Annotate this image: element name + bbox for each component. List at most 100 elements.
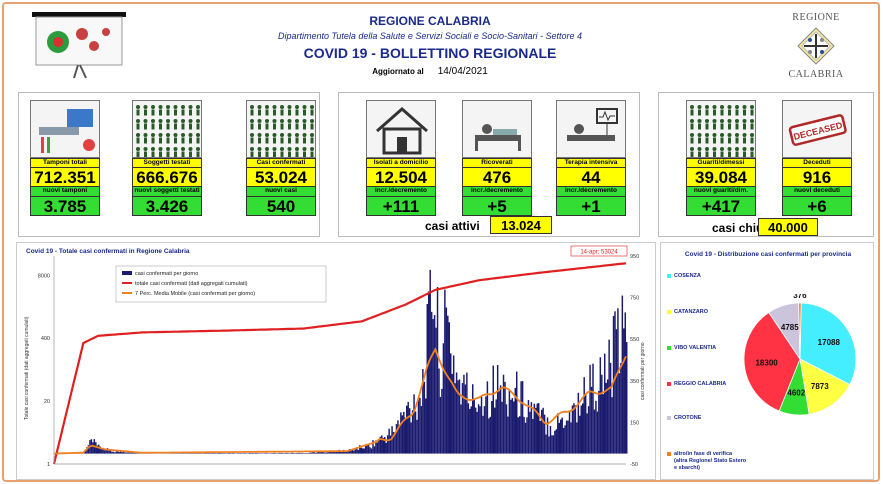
daily-case-bar [345, 450, 348, 454]
daily-case-bar [429, 269, 431, 454]
daily-case-bar [310, 452, 313, 454]
daily-case-bar [521, 381, 524, 454]
daily-case-bar [527, 400, 530, 454]
pie-chart-title: Covid 19 - Distribuzione casi confermati… [684, 251, 852, 258]
pie-slice [799, 302, 857, 386]
stat-label: Isolati a domicilio [366, 158, 436, 167]
pie-legend-item: CATANZARO [667, 309, 747, 316]
stat-soggetti: Soggetti testati 666.676 nuovi soggetti … [132, 100, 202, 216]
stat-value: 712.351 [30, 167, 100, 187]
left-axis-tick: 1 [47, 462, 50, 468]
daily-case-bar [526, 417, 528, 454]
daily-case-bar [599, 357, 602, 454]
daily-case-bar [496, 365, 499, 454]
daily-case-bar [445, 307, 448, 454]
daily-case-bar [529, 411, 531, 454]
daily-case-bar [369, 447, 371, 454]
province-pie-chart: 17088 7873 4602 18300 4785 376 [743, 294, 857, 416]
recovered-person-icon [686, 100, 756, 158]
daily-case-bar [272, 453, 274, 454]
daily-case-bar [554, 430, 556, 454]
stat-value: 666.676 [132, 167, 202, 187]
daily-case-bar [290, 453, 292, 454]
daily-case-bar [312, 452, 314, 454]
daily-case-bar [391, 426, 393, 454]
daily-case-bar [504, 381, 506, 454]
daily-case-bar [208, 452, 210, 454]
stat-label: Tamponi totali [30, 158, 100, 167]
daily-case-bar [232, 452, 235, 454]
daily-case-bar [254, 452, 257, 454]
daily-case-bar [124, 452, 126, 454]
daily-case-bar [510, 399, 512, 454]
daily-case-bar [483, 406, 486, 454]
daily-case-bar [508, 389, 511, 454]
crest-icon [797, 27, 835, 65]
stat-ricoverati: Ricoverati 476 incr./decremento +5 [462, 100, 532, 216]
latest-value-label: 14-apr; 53024 [580, 250, 618, 256]
hospital-bed-icon [462, 100, 532, 158]
left-axis-tick: 400 [41, 336, 50, 342]
daily-case-bar [231, 453, 233, 454]
daily-case-bar [584, 393, 587, 454]
daily-case-bar [414, 411, 417, 454]
daily-case-bar [596, 411, 599, 454]
daily-case-bar [360, 447, 362, 454]
daily-case-bar [430, 311, 433, 454]
legend-swatch [667, 452, 671, 456]
daily-case-bar [492, 365, 494, 454]
daily-case-bar [376, 442, 379, 454]
daily-case-bar [580, 405, 582, 454]
lab-icon [30, 100, 100, 158]
daily-case-bar [576, 422, 578, 454]
stat-new-value: 3.426 [132, 196, 202, 216]
stat-value: 12.504 [366, 167, 436, 187]
daily-case-bar [561, 417, 563, 454]
stat-label: Ricoverati [462, 158, 532, 167]
daily-case-bar [540, 409, 543, 454]
region-crest: REGIONE CALABRIA [778, 12, 854, 80]
daily-case-bar [562, 427, 565, 454]
daily-case-bar [354, 449, 357, 454]
daily-case-bar [624, 312, 626, 454]
left-axis-tick: 8000 [38, 273, 50, 279]
pie-legend-item: COSENZA [667, 273, 747, 280]
daily-case-bar [218, 452, 220, 454]
daily-case-bar [620, 363, 622, 454]
pie-value-label: 18300 [755, 359, 778, 368]
legend-label: totale casi confermati (dati aggregati c… [135, 281, 248, 287]
daily-case-bar [134, 452, 137, 454]
stat-deceduti: DECEASED Deceduti 916 nuovi deceduti +6 [782, 100, 852, 216]
daily-case-bar [535, 407, 537, 454]
right-axis-tick: 350 [630, 379, 639, 385]
daily-case-bar [501, 401, 503, 454]
daily-case-bar [543, 414, 546, 454]
daily-case-bar [347, 450, 349, 454]
daily-case-bar [318, 451, 320, 454]
right-axis-label: casi confermati per giorno [640, 342, 646, 400]
daily-case-bar [199, 453, 201, 454]
daily-case-bar [388, 428, 390, 454]
deceased-stamp-icon: DECEASED [782, 100, 852, 158]
left-axis-tick: 20 [44, 399, 50, 405]
daily-case-bar [587, 406, 590, 454]
stat-new-label: nuovi tamponi [30, 187, 100, 196]
daily-case-bar [117, 451, 119, 454]
daily-case-bar [102, 448, 104, 454]
daily-case-bar [517, 417, 519, 454]
daily-case-bar [555, 429, 558, 454]
daily-case-bar [344, 451, 346, 454]
daily-case-bar [606, 379, 609, 454]
daily-case-bar [382, 438, 384, 454]
daily-case-bar [530, 402, 533, 454]
daily-case-bar [131, 452, 134, 454]
daily-case-bar [122, 451, 125, 454]
daily-case-bar [87, 445, 90, 454]
daily-case-bar [552, 435, 555, 454]
time-series-chart: 1 20 400 8000 -50 150 350 550 750 950 Totale casi … [24, 245, 646, 468]
daily-case-bar [542, 407, 544, 454]
daily-case-bar [605, 382, 607, 454]
daily-case-bar [442, 343, 445, 454]
daily-case-bar [406, 405, 408, 454]
daily-case-bar [557, 413, 559, 454]
